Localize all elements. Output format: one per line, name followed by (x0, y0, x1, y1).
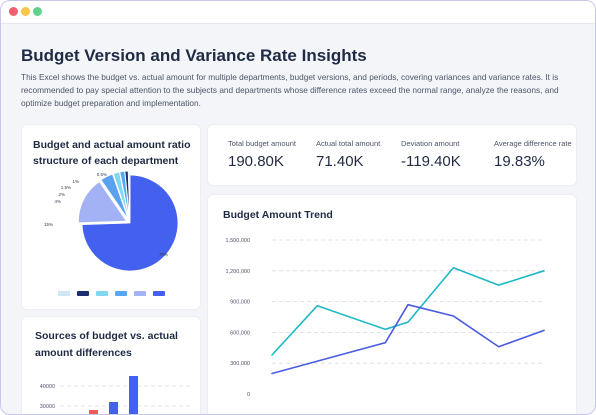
y-tick-label: 1,200,000 (226, 269, 250, 275)
kpi-actual-total: Actual total amount 71.40K (316, 139, 380, 170)
difference-bar[interactable] (89, 410, 98, 415)
pie-slice-label: 70% (159, 252, 168, 257)
budget-trend-line-chart: 1,500,000 1,200,000 900,000 600,000 300,000 0 (226, 238, 545, 398)
y-tick-label: 0 (247, 392, 250, 398)
pie-slice[interactable] (81, 174, 179, 272)
pie-legend-swatch[interactable] (58, 291, 70, 296)
kpi-value: -119.40K (401, 153, 461, 170)
pie-legend-swatch[interactable] (153, 291, 165, 296)
budget-trend-card: Budget Amount Trend 1,500,000 1,200,000 90… (207, 194, 577, 414)
difference-sources-bar-chart: 40000 30000 (40, 376, 190, 415)
kpi-value: 71.40K (316, 153, 364, 170)
trend-series-line-2[interactable] (271, 303, 545, 375)
minimize-window-icon[interactable] (21, 7, 30, 16)
difference-sources-title-line2: amount differences (35, 347, 132, 359)
department-ratio-title-line2: structure of each department (33, 155, 179, 167)
y-tick-label: 900,000 (230, 300, 250, 306)
y-tick-label: 600,000 (230, 330, 250, 336)
pie-legend-swatch[interactable] (96, 291, 108, 296)
kpi-card: Total budget amount 190.80K Actual total… (207, 124, 577, 186)
pie-slice[interactable] (78, 181, 128, 224)
department-ratio-title-line1: Budget and actual amount ratio (33, 139, 191, 151)
kpi-value: 19.83% (494, 153, 545, 170)
department-ratio-pie-chart: 70% 15% 4% 2% 1.5%1% 0.5% (44, 170, 179, 296)
kpi-label: Deviation amount (401, 139, 460, 148)
pie-slice[interactable] (100, 173, 129, 220)
pie-legend-swatch[interactable] (77, 291, 89, 296)
page-title: Budget Version and Variance Rate Insight… (21, 46, 367, 65)
maximize-window-icon[interactable] (33, 7, 42, 16)
y-tick-label: 40000 (40, 384, 55, 390)
y-tick-label: 30000 (40, 404, 55, 410)
difference-sources-title-line1: Sources of budget vs. actual (35, 330, 178, 342)
kpi-label: Average difference rate (494, 139, 572, 148)
kpi-label: Actual total amount (316, 139, 381, 148)
difference-sources-card: Sources of budget vs. actual amount diff… (21, 316, 201, 415)
trend-series-line-1[interactable] (271, 266, 545, 356)
difference-bar[interactable] (129, 376, 138, 415)
kpi-label: Total budget amount (228, 139, 296, 148)
pie-slice-label: 1.5% (61, 185, 71, 190)
page-description: This Excel shows the budget vs. actual a… (21, 72, 559, 108)
pie-slice[interactable] (127, 170, 131, 220)
pie-slice-label: 4% (54, 199, 61, 204)
kpi-value: 190.80K (228, 153, 284, 170)
department-ratio-title: Budget and actual amount ratio structure… (33, 137, 191, 169)
department-ratio-card: Budget and actual amount ratio structure… (21, 124, 201, 310)
y-tick-label: 1,500,000 (226, 238, 250, 244)
kpi-deviation: Deviation amount -119.40K (401, 139, 461, 170)
pie-slice-label: 0.5% (97, 172, 107, 177)
pie-slice[interactable] (112, 171, 130, 220)
pie-legend-swatch[interactable] (134, 291, 146, 296)
budget-trend-title: Budget Amount Trend (223, 209, 333, 221)
kpi-average-rate: Average difference rate 19.83% (494, 139, 572, 170)
dashboard-content: Budget Version and Variance Rate Insight… (1, 24, 595, 414)
pie-slice-label: 2% (58, 192, 65, 197)
y-tick-label: 300,000 (230, 361, 250, 367)
window-titlebar (1, 1, 595, 24)
difference-sources-title: Sources of budget vs. actual amount diff… (35, 328, 178, 362)
pie-slice-label: 1% (72, 179, 79, 184)
kpi-total-budget: Total budget amount 190.80K (228, 139, 296, 170)
pie-legend-swatch[interactable] (115, 291, 127, 296)
difference-bar[interactable] (109, 402, 118, 415)
close-window-icon[interactable] (9, 7, 18, 16)
pie-slice-label: 15% (44, 222, 53, 227)
